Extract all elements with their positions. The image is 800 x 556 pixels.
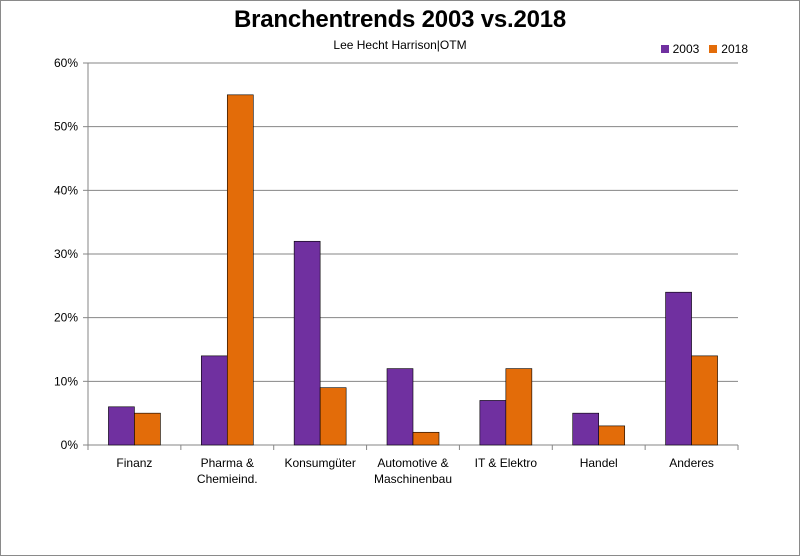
y-tick-label: 10% [54,374,78,388]
x-tick-label: IT & Elektro [475,456,538,470]
y-tick-label: 0% [61,438,79,452]
bar-2018 [505,368,533,446]
bar-2003 [386,368,414,446]
x-tick-label: Handel [580,456,618,470]
bar-2018 [226,94,254,446]
legend-swatch-2018 [709,45,718,53]
y-tick-label: 50% [54,120,78,134]
x-tick-label: Chemieind. [197,472,258,486]
x-tick-label: Konsumgüter [284,456,355,470]
x-tick-label: Maschinenbau [374,472,452,486]
legend-label-2018: 2018 [721,42,748,56]
chart-subtitle: Lee Hecht Harrison|OTM [333,38,467,52]
bar-2018 [412,431,440,446]
legend-item-2003: 2003 [660,42,700,56]
bar-2003 [572,412,600,446]
legend-label-2003: 2003 [672,42,700,56]
x-tick-label: Finanz [116,456,152,470]
y-tick-label: 20% [54,311,78,325]
x-tick-label: Pharma & [201,456,254,470]
chart-title: Branchentrends 2003 vs.2018 [233,6,567,33]
legend-item-2018: 2018 [709,42,748,56]
legend-swatch-2003 [660,45,669,53]
bar-2018 [319,387,347,446]
x-tick-label: Anderes [669,456,714,470]
bar-2003 [293,240,321,446]
bar-2018 [598,425,626,446]
bar-2018 [691,355,718,446]
bar-2003 [108,406,135,446]
x-tick-label: Automotive & [377,456,448,470]
bar-2018 [134,412,161,446]
bar-2003 [200,355,228,446]
chart-legend: 2003 2018 [660,42,748,56]
y-tick-label: 60% [54,56,78,70]
bar-2003 [665,291,692,446]
y-tick-label: 30% [54,247,78,261]
y-tick-label: 40% [54,183,78,197]
bar-2003 [479,400,507,446]
